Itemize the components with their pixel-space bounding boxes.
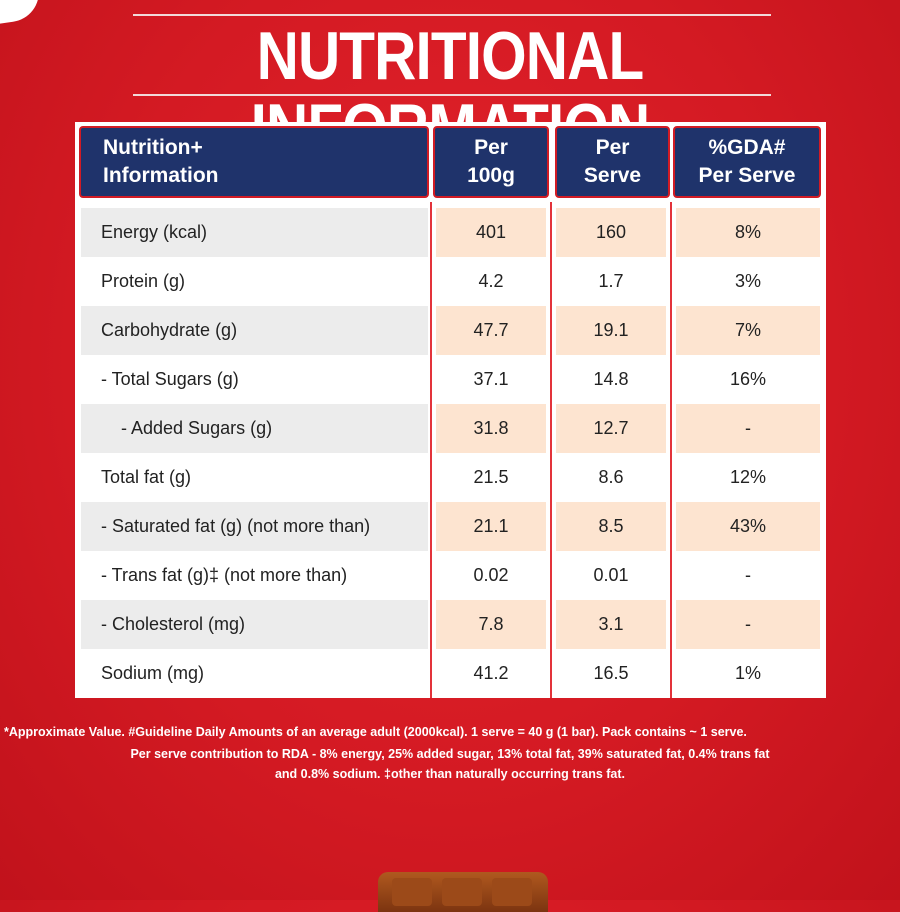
title-rule-bottom	[133, 94, 771, 96]
header-line: Nutrition+	[103, 136, 203, 159]
header-line: Per	[595, 136, 630, 159]
nutrient-label: Sodium (mg)	[101, 663, 205, 683]
value-per-serve: 8.5	[556, 502, 666, 551]
table-row: - Cholesterol (mg) 7.8 3.1 -	[75, 600, 826, 649]
table-row: Protein (g) 4.2 1.7 3%	[75, 257, 826, 306]
value-per-100g: 401	[436, 208, 546, 257]
value-per-100g: 47.7	[436, 306, 546, 355]
value-per-100g: 4.2	[478, 271, 504, 291]
header-nutrition-information: Nutrition+ Information	[79, 126, 429, 198]
footnote-line: and 0.8% sodium. ‡other than naturally o…	[274, 767, 626, 781]
value-per-100g: 37.1	[473, 369, 509, 389]
header-per-100g: Per 100g	[433, 126, 549, 198]
nutrient-label: Carbohydrate (g)	[81, 306, 428, 355]
chocolate-finger	[442, 878, 482, 906]
value-per-serve: 8.6	[598, 467, 624, 487]
value-gda: 43%	[676, 502, 820, 551]
value-per-serve: 1.7	[598, 271, 624, 291]
chocolate-bar-image	[378, 872, 548, 912]
nutrient-label: Energy (kcal)	[81, 208, 428, 257]
title-rule-top	[133, 14, 771, 16]
column-divider	[430, 202, 432, 698]
table-row: - Total Sugars (g) 37.1 14.8 16%	[75, 355, 826, 404]
header-line: Information	[103, 164, 219, 187]
value-gda: 7%	[676, 306, 820, 355]
column-divider	[550, 202, 552, 698]
table-row: - Saturated fat (g) (not more than) 21.1…	[75, 502, 826, 551]
value-gda: 12%	[729, 467, 767, 487]
nutrient-label: Total fat (g)	[101, 467, 192, 487]
table-row: - Added Sugars (g) 31.8 12.7 -	[75, 404, 826, 453]
value-per-100g: 21.5	[473, 467, 509, 487]
value-per-100g: 41.2	[473, 663, 509, 683]
value-gda: -	[745, 565, 751, 585]
nutrient-label: - Cholesterol (mg)	[81, 600, 428, 649]
value-per-100g: 0.02	[473, 565, 509, 585]
header-per-serve: Per Serve	[555, 126, 670, 198]
value-per-100g: 7.8	[436, 600, 546, 649]
column-divider	[670, 202, 672, 698]
footnote-line: *Approximate Value. #Guideline Daily Amo…	[4, 725, 747, 739]
nutrient-label: - Saturated fat (g) (not more than)	[81, 502, 428, 551]
nutrient-label: - Total Sugars (g)	[101, 369, 239, 389]
value-per-serve: 160	[556, 208, 666, 257]
footnote-line: Per serve contribution to RDA - 8% energ…	[130, 747, 770, 761]
value-per-100g: 31.8	[436, 404, 546, 453]
header-line: Per Serve	[698, 164, 796, 187]
value-per-serve: 12.7	[556, 404, 666, 453]
header-line: Serve	[583, 164, 642, 187]
header-line: %GDA#	[708, 136, 786, 159]
nutrient-label: Protein (g)	[101, 271, 186, 291]
nutrition-table: Nutrition+ Information Per 100g Per Serve %…	[75, 122, 826, 698]
value-per-serve: 16.5	[593, 663, 629, 683]
value-gda: 1%	[734, 663, 761, 683]
value-per-serve: 0.01	[593, 565, 629, 585]
table-row: - Trans fat (g)‡ (not more than) 0.02 0.…	[75, 551, 826, 600]
value-gda: -	[676, 600, 820, 649]
value-gda: 16%	[729, 369, 767, 389]
chocolate-finger	[392, 878, 432, 906]
value-per-serve: 14.8	[593, 369, 629, 389]
chocolate-finger	[492, 878, 532, 906]
value-per-100g: 21.1	[436, 502, 546, 551]
table-row: Carbohydrate (g) 47.7 19.1 7%	[75, 306, 826, 355]
table-row: Sodium (mg) 41.2 16.5 1%	[75, 649, 826, 698]
nutrient-label: - Added Sugars (g)	[81, 404, 428, 453]
header-gda-per-serve: %GDA# Per Serve	[673, 126, 821, 198]
value-per-serve: 3.1	[556, 600, 666, 649]
header-line: 100g	[467, 164, 515, 187]
table-row: Total fat (g) 21.5 8.6 12%	[75, 453, 826, 502]
value-per-serve: 19.1	[556, 306, 666, 355]
nutrient-label: - Trans fat (g)‡ (not more than)	[101, 565, 348, 585]
value-gda: -	[676, 404, 820, 453]
header-line: Per	[474, 136, 508, 159]
value-gda: 8%	[676, 208, 820, 257]
brand-logo-corner	[0, 0, 43, 26]
table-row: Energy (kcal) 401 160 8%	[75, 208, 826, 257]
value-gda: 3%	[734, 271, 761, 291]
